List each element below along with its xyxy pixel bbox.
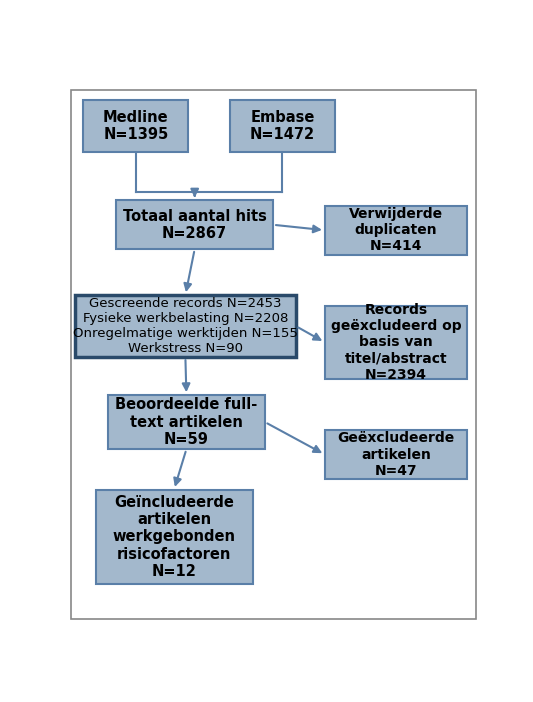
Text: Embase
N=1472: Embase N=1472 [250, 110, 315, 143]
FancyBboxPatch shape [325, 430, 467, 479]
Text: Totaal aantal hits
N=2867: Totaal aantal hits N=2867 [123, 208, 266, 241]
FancyBboxPatch shape [83, 100, 189, 152]
Text: Beoordeelde full-
text artikelen
N=59: Beoordeelde full- text artikelen N=59 [115, 397, 257, 447]
Text: Medline
N=1395: Medline N=1395 [103, 110, 168, 143]
Text: Records
geëxcludeerd op
basis van
titel/abstract
N=2394: Records geëxcludeerd op basis van titel/… [331, 303, 462, 382]
FancyBboxPatch shape [108, 395, 265, 449]
FancyBboxPatch shape [325, 206, 467, 255]
Text: Geïncludeerde
artikelen
werkgebonden
risicofactoren
N=12: Geïncludeerde artikelen werkgebonden ris… [112, 495, 236, 579]
Text: Gescreende records N=2453
Fysieke werkbelasting N=2208
Onregelmatige werktijden : Gescreende records N=2453 Fysieke werkbe… [73, 297, 298, 355]
FancyBboxPatch shape [75, 295, 296, 357]
FancyBboxPatch shape [230, 100, 335, 152]
FancyBboxPatch shape [325, 306, 467, 379]
Text: Verwijderde
duplicaten
N=414: Verwijderde duplicaten N=414 [349, 207, 443, 253]
FancyBboxPatch shape [95, 490, 253, 584]
FancyBboxPatch shape [116, 201, 273, 249]
Text: Geëxcludeerde
artikelen
N=47: Geëxcludeerde artikelen N=47 [337, 431, 455, 477]
